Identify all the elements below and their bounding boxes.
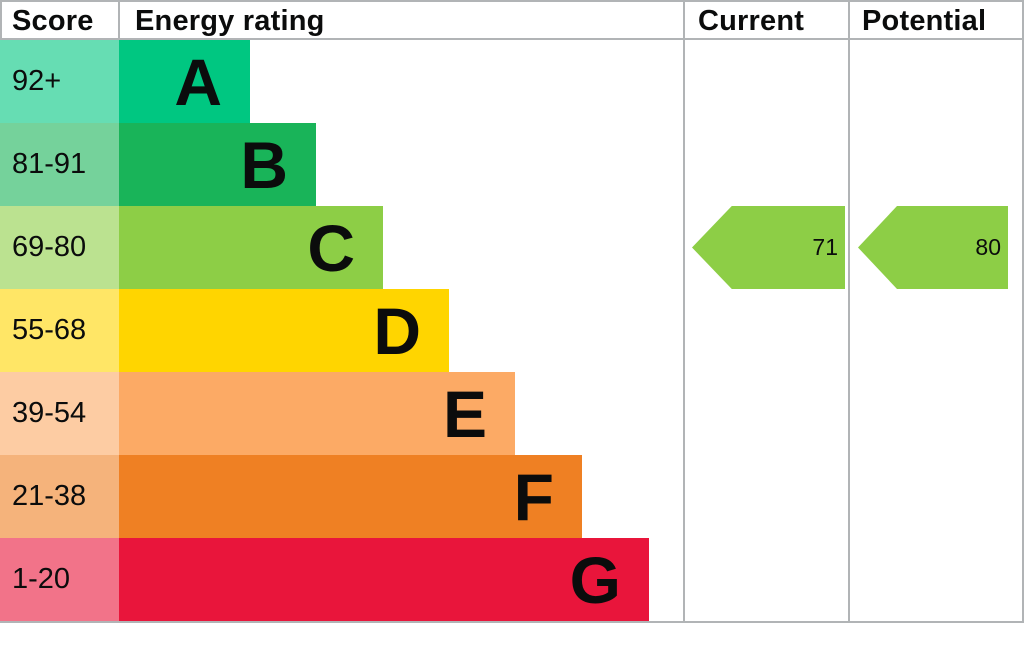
rating-bar-f: F [119,455,582,538]
rating-bar-b: B [119,123,316,206]
potential-column-divider [848,0,850,623]
score-range-d: 55-68 [0,289,119,372]
current-rating-arrow: 71 [692,206,845,289]
header-energy-rating: Energy rating [135,4,325,37]
potential-rating-value: 80 [975,234,1001,260]
header-left-border [0,0,2,40]
rating-bar-e: E [119,372,515,455]
score-range-a: 92+ [0,40,119,123]
score-range-g: 1-20 [0,538,119,621]
table-right-border [1022,0,1024,623]
table-bottom-border [0,621,1024,623]
header-current: Current [698,4,805,37]
header-score: Score [12,4,94,37]
current-rating-value: 71 [812,234,838,260]
rating-bar-d: D [119,289,449,372]
score-range-b: 81-91 [0,123,119,206]
score-column-divider [118,0,120,40]
header-potential: Potential [862,4,987,37]
table-top-border [0,0,1024,2]
rating-bar-g: G [119,538,649,621]
score-range-f: 21-38 [0,455,119,538]
header-bottom-border [0,38,1024,40]
score-range-e: 39-54 [0,372,119,455]
current-column-divider [683,0,685,623]
rating-bar-c: C [119,206,383,289]
potential-rating-arrow: 80 [858,206,1008,289]
rating-bar-a: A [119,40,250,123]
score-range-c: 69-80 [0,206,119,289]
